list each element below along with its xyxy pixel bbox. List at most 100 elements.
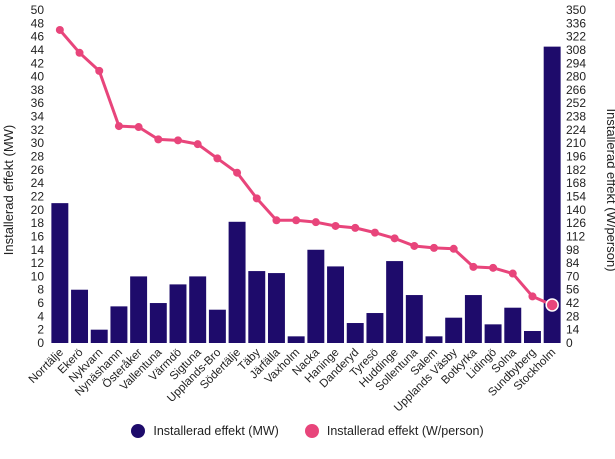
left-tick-label: 46 bbox=[31, 30, 45, 44]
left-tick-label: 18 bbox=[31, 216, 45, 230]
left-tick-label: 48 bbox=[31, 16, 45, 30]
bar-20[interactable] bbox=[425, 336, 443, 343]
bar-23[interactable] bbox=[484, 324, 502, 343]
line-point-8[interactable] bbox=[193, 140, 202, 149]
left-tick-label: 44 bbox=[31, 43, 45, 57]
left-tick-label: 26 bbox=[31, 163, 45, 177]
chart-canvas: 0246810121416182022242628303234363840424… bbox=[1, 3, 615, 414]
bar-3[interactable] bbox=[90, 329, 108, 343]
left-tick-label: 32 bbox=[31, 123, 45, 137]
line-series bbox=[58, 29, 553, 307]
line-point-22[interactable] bbox=[469, 262, 478, 271]
bar-16[interactable] bbox=[346, 323, 364, 343]
bar-10[interactable] bbox=[228, 221, 246, 343]
right-axis-title: Installerad effekt (W/person) bbox=[604, 108, 615, 271]
bar-25[interactable] bbox=[523, 331, 541, 343]
bar-4[interactable] bbox=[110, 306, 128, 343]
left-axis-ticks: 0246810121416182022242628303234363840424… bbox=[31, 3, 45, 350]
line-point-20[interactable] bbox=[430, 243, 438, 252]
bar-5[interactable] bbox=[130, 276, 148, 343]
bar-7[interactable] bbox=[169, 284, 187, 343]
right-tick-label: 238 bbox=[566, 110, 586, 124]
left-tick-label: 4 bbox=[37, 309, 44, 323]
bar-18[interactable] bbox=[386, 261, 404, 343]
line-point-3[interactable] bbox=[95, 66, 104, 75]
right-tick-label: 280 bbox=[566, 70, 586, 84]
left-tick-label: 0 bbox=[37, 336, 44, 350]
left-tick-label: 34 bbox=[31, 110, 45, 124]
legend-label-mw: Installerad effekt (MW) bbox=[153, 424, 279, 438]
right-tick-label: 252 bbox=[566, 96, 586, 110]
left-tick-label: 24 bbox=[31, 176, 45, 190]
line-point-14[interactable] bbox=[311, 218, 320, 227]
legend: Installerad effekt (MW) Installerad effe… bbox=[0, 424, 615, 438]
right-tick-label: 210 bbox=[566, 136, 586, 150]
bar-11[interactable] bbox=[248, 271, 266, 343]
right-tick-label: 112 bbox=[566, 229, 585, 243]
right-tick-label: 182 bbox=[566, 163, 586, 177]
right-tick-label: 336 bbox=[566, 16, 586, 30]
bar-15[interactable] bbox=[327, 266, 345, 343]
bar-24[interactable] bbox=[504, 307, 522, 343]
line-point-7[interactable] bbox=[174, 136, 182, 145]
right-tick-label: 42 bbox=[566, 296, 580, 310]
right-tick-label: 28 bbox=[566, 309, 580, 323]
left-tick-label: 22 bbox=[31, 189, 45, 203]
line-point-15[interactable] bbox=[331, 221, 340, 230]
right-tick-label: 84 bbox=[566, 256, 580, 270]
legend-item-mw[interactable]: Installerad effekt (MW) bbox=[131, 424, 279, 438]
right-tick-label: 14 bbox=[566, 323, 580, 337]
right-tick-label: 266 bbox=[566, 83, 586, 97]
bar-2[interactable] bbox=[71, 289, 89, 343]
bar-12[interactable] bbox=[267, 273, 285, 343]
line-point-1[interactable] bbox=[55, 25, 64, 34]
line-point-18[interactable] bbox=[390, 234, 399, 243]
line-point-19[interactable] bbox=[410, 241, 419, 250]
line-point-24[interactable] bbox=[508, 269, 517, 278]
left-tick-label: 14 bbox=[31, 243, 45, 257]
left-tick-label: 12 bbox=[31, 256, 45, 270]
line-point-2[interactable] bbox=[75, 48, 84, 57]
legend-item-w-per-person[interactable]: Installerad effekt (W/person) bbox=[304, 424, 484, 438]
legend-label-w-per-person: Installerad effekt (W/person) bbox=[326, 424, 484, 438]
line-point-13[interactable] bbox=[292, 216, 301, 225]
right-tick-label: 140 bbox=[566, 203, 586, 217]
line-point-10[interactable] bbox=[233, 168, 242, 177]
line-point-25[interactable] bbox=[528, 292, 537, 301]
right-axis-ticks: 0142842567084981121261401541681821962102… bbox=[566, 3, 586, 350]
left-tick-label: 16 bbox=[31, 229, 45, 243]
line-point-23[interactable] bbox=[489, 263, 498, 272]
bar-17[interactable] bbox=[366, 313, 384, 343]
line-point-16[interactable] bbox=[351, 223, 360, 232]
right-tick-label: 56 bbox=[566, 283, 580, 297]
bar-13[interactable] bbox=[287, 336, 305, 343]
right-tick-label: 154 bbox=[566, 189, 586, 203]
bar-9[interactable] bbox=[208, 309, 226, 343]
line-layer bbox=[55, 25, 559, 312]
right-tick-label: 0 bbox=[566, 336, 573, 350]
left-tick-label: 40 bbox=[31, 70, 45, 84]
line-point-11[interactable] bbox=[252, 194, 261, 203]
right-tick-label: 98 bbox=[566, 243, 580, 257]
bar-8[interactable] bbox=[189, 276, 207, 343]
right-tick-label: 196 bbox=[566, 150, 586, 164]
line-point-9[interactable] bbox=[213, 154, 222, 163]
line-point-4[interactable] bbox=[114, 122, 123, 131]
line-point-26[interactable] bbox=[545, 298, 559, 312]
bar-21[interactable] bbox=[445, 317, 463, 343]
left-tick-label: 28 bbox=[31, 150, 45, 164]
bar-14[interactable] bbox=[307, 249, 325, 343]
line-point-17[interactable] bbox=[370, 228, 379, 237]
line-point-21[interactable] bbox=[449, 244, 458, 253]
line-point-12[interactable] bbox=[272, 216, 281, 225]
bar-6[interactable] bbox=[149, 303, 167, 343]
left-tick-label: 36 bbox=[31, 96, 45, 110]
bar-19[interactable] bbox=[405, 295, 423, 343]
line-point-6[interactable] bbox=[154, 135, 163, 144]
left-tick-label: 20 bbox=[31, 203, 45, 217]
line-point-5[interactable] bbox=[134, 123, 143, 132]
bar-1[interactable] bbox=[51, 203, 69, 343]
bar-26[interactable] bbox=[543, 46, 561, 343]
bar-22[interactable] bbox=[464, 295, 482, 343]
right-tick-label: 126 bbox=[566, 216, 586, 230]
